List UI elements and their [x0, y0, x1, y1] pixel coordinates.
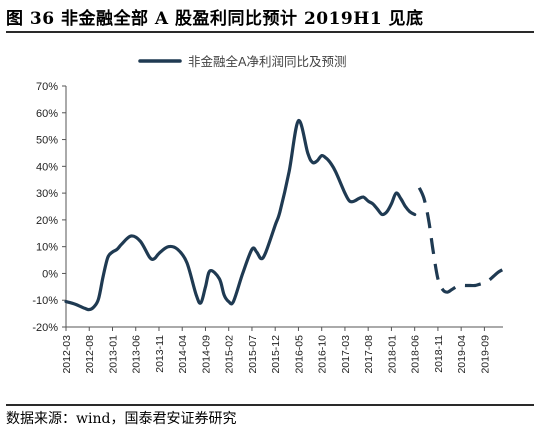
x-tick-label: 2016-05 [293, 335, 305, 374]
forecast-series-line [417, 187, 504, 294]
y-tick-label: 60% [36, 108, 58, 120]
x-tick-label: 2013-11 [154, 335, 166, 373]
actual-series-line [64, 119, 417, 312]
y-tick-label: 50% [36, 135, 58, 147]
line-chart: 非金融全A净利润同比及预测 70% 60% 50% 40% 30% 20% 10% 0% -10… [32, 54, 504, 374]
y-tick-label: 30% [36, 188, 58, 200]
x-tick-label: 2012-08 [84, 335, 96, 374]
y-tick-labels: 70% 60% 50% 40% 30% 20% 10% 0% -10% -20% [32, 81, 66, 334]
legend: 非金融全A净利润同比及预测 [138, 54, 347, 69]
x-tick-labels: 2012-03 2012-08 2013-01 2013-06 2013-11 2014-… [61, 327, 491, 374]
x-tick-label: 2018-06 [410, 335, 422, 374]
x-tick-label: 2012-03 [61, 335, 73, 374]
y-tick-label: -10% [32, 295, 58, 307]
figure-title: 图 36 非金融全部 A 股盈利同比预计 2019H1 见底 [6, 9, 424, 29]
y-tick-label: 10% [36, 242, 58, 254]
x-tick-label: 2019-04 [456, 335, 468, 374]
series-group [64, 119, 504, 312]
legend-label: 非金融全A净利润同比及预测 [188, 54, 347, 69]
x-tick-label: 2014-09 [200, 335, 212, 374]
x-tick-label: 2015-12 [270, 335, 282, 374]
x-tick-label: 2016-10 [317, 335, 329, 374]
y-tick-label: 20% [36, 215, 58, 227]
y-tick-label: -20% [32, 322, 58, 334]
x-tick-label: 2014-04 [177, 335, 189, 374]
x-tick-label: 2019-09 [479, 335, 491, 374]
source-divider [6, 404, 534, 406]
title-divider [6, 31, 534, 33]
x-tick-label: 2013-01 [107, 335, 119, 374]
x-tick-label: 2018-01 [386, 335, 398, 374]
x-tick-label: 2015-02 [224, 335, 236, 374]
x-tick-label: 2017-08 [363, 335, 375, 374]
x-tick-label: 2015-07 [247, 335, 259, 374]
x-tick-label: 2018-11 [433, 335, 445, 373]
y-tick-label: 0% [42, 268, 58, 280]
source-note: 数据来源：wind，国泰君安证券研究 [6, 411, 237, 427]
y-tick-label: 40% [36, 161, 58, 173]
y-tick-label: 70% [36, 81, 58, 93]
x-tick-label: 2013-06 [131, 335, 143, 374]
x-tick-label: 2017-03 [340, 335, 352, 374]
